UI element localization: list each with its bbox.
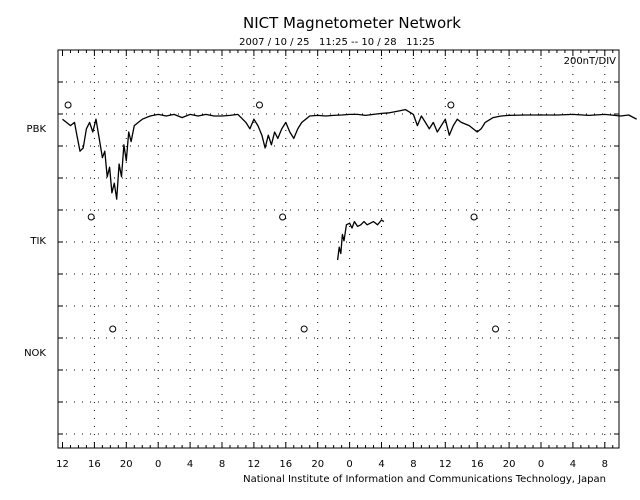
station-label-tik: TIK [29, 236, 46, 247]
scale-label: 200nT/DIV [564, 56, 617, 67]
x-axis-labels: 12 16 20 0 4 8 12 16 20 0 4 8 12 16 20 0 4 8 [56, 459, 608, 470]
stations: PBK TIK NOK [24, 101, 638, 359]
series-line-tik [336, 219, 385, 261]
midnight-marker [300, 325, 308, 333]
station-label-pbk: PBK [27, 124, 47, 135]
midnight-marker [255, 101, 263, 109]
x-tick-label: 4 [187, 459, 193, 470]
footer-credit: National Institute of Information and Co… [243, 474, 606, 485]
station-label-nok: NOK [24, 348, 46, 359]
x-tick-label: 16 [88, 459, 101, 470]
midnight-marker [64, 101, 72, 109]
x-tick-label: 12 [439, 459, 452, 470]
grid [58, 50, 619, 448]
x-tick-label: 0 [346, 459, 352, 470]
series-line-pbk [62, 108, 638, 200]
x-tick-label: 4 [570, 459, 576, 470]
midnight-marker [470, 213, 478, 221]
x-axis-ticks [58, 50, 619, 448]
midnight-marker [87, 213, 95, 221]
x-tick-label: 16 [279, 459, 292, 470]
midnight-marker [447, 101, 455, 109]
midnight-marker [279, 213, 287, 221]
x-tick-label: 20 [311, 459, 324, 470]
midnight-marker [109, 325, 117, 333]
chart-subtitle: 2007 / 10 / 25 11:25 -- 10 / 28 11:25 [239, 37, 435, 48]
x-tick-label: 12 [248, 459, 261, 470]
plot-frame [57, 49, 620, 449]
x-tick-label: 16 [471, 459, 484, 470]
x-tick-label: 0 [538, 459, 544, 470]
chart-title: NICT Magnetometer Network [243, 14, 461, 32]
x-tick-label: 8 [602, 459, 608, 470]
x-tick-label: 8 [410, 459, 416, 470]
x-tick-label: 4 [378, 459, 384, 470]
x-tick-label: 20 [120, 459, 133, 470]
x-tick-label: 8 [219, 459, 225, 470]
x-tick-label: 0 [155, 459, 161, 470]
x-tick-label: 20 [503, 459, 516, 470]
x-tick-label: 12 [56, 459, 69, 470]
midnight-marker [492, 325, 500, 333]
